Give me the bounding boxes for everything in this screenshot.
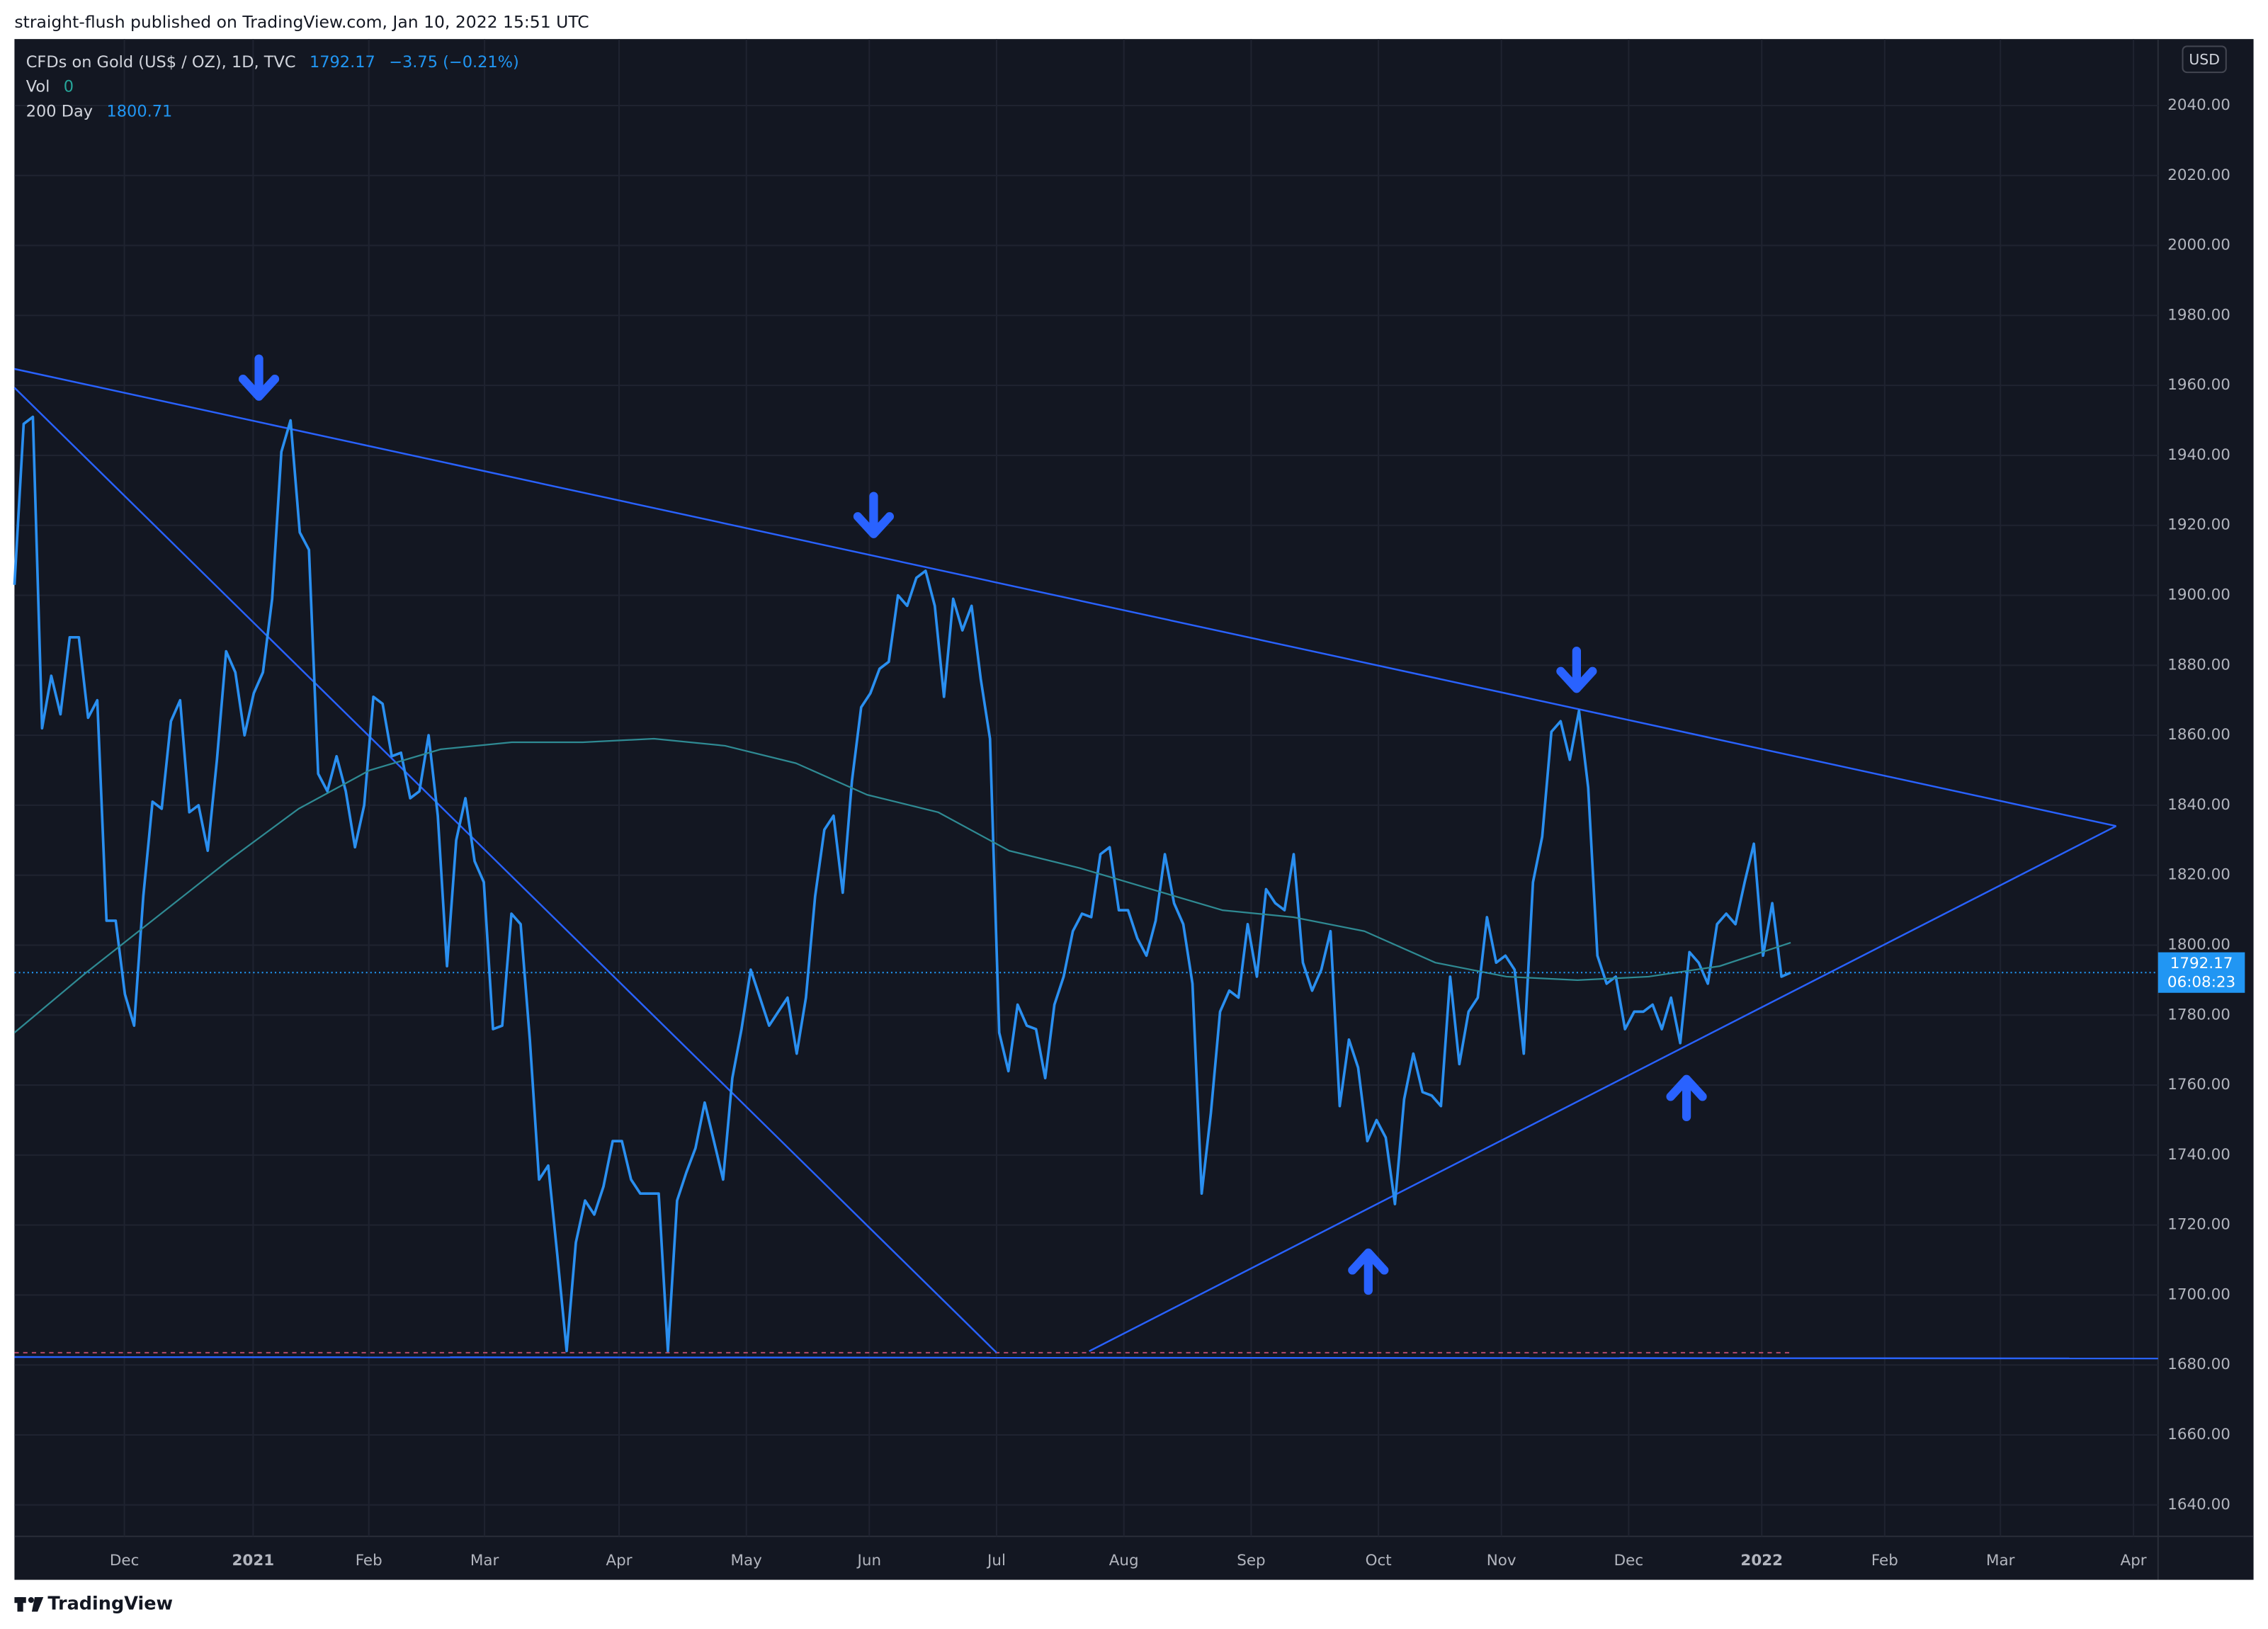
- x-tick-label: Mar: [470, 1552, 499, 1570]
- legend-ma: 200 Day 1800.71: [26, 102, 173, 120]
- x-tick-label: Apr: [2121, 1552, 2147, 1570]
- x-tick-label: Jul: [986, 1552, 1006, 1570]
- x-tick-label: May: [731, 1552, 763, 1570]
- lower-trendline: [1089, 825, 2117, 1352]
- y-tick-label: 1700.00: [2167, 1285, 2230, 1303]
- upper-trendline: [14, 368, 2116, 827]
- y-tick-label: 1820.00: [2167, 866, 2230, 884]
- ma-name: 200 Day: [26, 102, 93, 120]
- volume-label: Vol: [26, 77, 50, 96]
- symbol-name: CFDs on Gold (US$ / OZ), 1D, TVC: [26, 52, 296, 71]
- y-tick-label: 1920.00: [2167, 516, 2230, 534]
- grid: [14, 39, 2158, 1537]
- legend-symbol: CFDs on Gold (US$ / OZ), 1D, TVC 1792.17…: [26, 52, 519, 71]
- x-tick-label: Apr: [606, 1552, 632, 1570]
- x-tick-label: Feb: [1871, 1552, 1898, 1570]
- down-arrow: [238, 354, 280, 401]
- y-tick-label: 1660.00: [2167, 1426, 2230, 1443]
- drawings: [13, 368, 2158, 1360]
- legend-volume: Vol 0: [26, 77, 74, 96]
- y-tick-label: 1720.00: [2167, 1216, 2230, 1234]
- x-tick-label: Nov: [1487, 1552, 1516, 1570]
- x-tick-label: 2022: [1740, 1552, 1783, 1570]
- y-tick-label: 1680.00: [2167, 1356, 2230, 1373]
- price-badge-countdown: 06:08:23: [2167, 973, 2235, 991]
- x-tick-label: Jun: [856, 1552, 881, 1570]
- x-tick-label: Aug: [1109, 1552, 1139, 1570]
- y-tick-label: 2020.00: [2167, 166, 2230, 184]
- y-tick-label: 1860.00: [2167, 726, 2230, 744]
- x-tick-label: Dec: [110, 1552, 139, 1570]
- down-arrow: [1556, 647, 1597, 693]
- price-line: [13, 415, 1791, 1353]
- y-tick-label: 1960.00: [2167, 376, 2230, 394]
- x-tick-label: 2021: [232, 1552, 275, 1570]
- currency: USD: [2189, 51, 2220, 68]
- currency-box: [2182, 45, 2227, 74]
- publish-header: straight-flush published on TradingView.…: [14, 12, 589, 32]
- down-arrow: [853, 492, 895, 538]
- y-tick-label: 1740.00: [2167, 1146, 2230, 1164]
- y-tick-label: 1780.00: [2167, 1006, 2230, 1023]
- support-line: [14, 1356, 2158, 1360]
- x-tick-label: Feb: [356, 1552, 382, 1570]
- logo-part: [31, 1597, 44, 1612]
- moving-average-line: [13, 737, 1791, 1033]
- arrows: [238, 354, 1707, 1295]
- y-tick-label: 2000.00: [2167, 237, 2230, 254]
- chart-background: [14, 39, 2254, 1580]
- price-badge: [2158, 952, 2245, 993]
- price-badge-value: 1792.17: [2170, 955, 2233, 972]
- y-tick-label: 1880.00: [2167, 656, 2230, 674]
- brand-logo: [14, 1597, 44, 1612]
- y-tick-label: 1940.00: [2167, 446, 2230, 464]
- y-tick-label: 1640.00: [2167, 1496, 2230, 1514]
- axes: 1640.00 1660.00 1680.00 1700.00 1720.00 1740.…: [110, 96, 2245, 1570]
- y-tick-label: 1760.00: [2167, 1076, 2230, 1094]
- logo-part: [17, 1597, 23, 1612]
- x-tick-label: Mar: [1986, 1552, 2015, 1570]
- up-arrow: [1666, 1074, 1707, 1122]
- price-change: −3.75 (−0.21%): [389, 52, 519, 71]
- x-tick-label: Sep: [1237, 1552, 1265, 1570]
- y-tick-label: 1900.00: [2167, 586, 2230, 604]
- ma-value: 1800.71: [106, 102, 172, 120]
- y-tick-label: 2040.00: [2167, 96, 2230, 114]
- y-tick-label: 1840.00: [2167, 796, 2230, 814]
- x-tick-label: Oct: [1366, 1552, 1392, 1570]
- series: [13, 415, 2158, 1353]
- y-tick-label: 1800.00: [2167, 936, 2230, 953]
- volume-value: 0: [64, 77, 74, 96]
- x-tick-label: Dec: [1614, 1552, 1643, 1570]
- last-price: 1792.17: [310, 52, 375, 71]
- y-tick-label: 1980.00: [2167, 306, 2230, 324]
- up-arrow: [1348, 1248, 1389, 1295]
- logo-part: [28, 1597, 34, 1604]
- brand: TradingView: [47, 1593, 173, 1614]
- descending-trendline: [13, 387, 997, 1353]
